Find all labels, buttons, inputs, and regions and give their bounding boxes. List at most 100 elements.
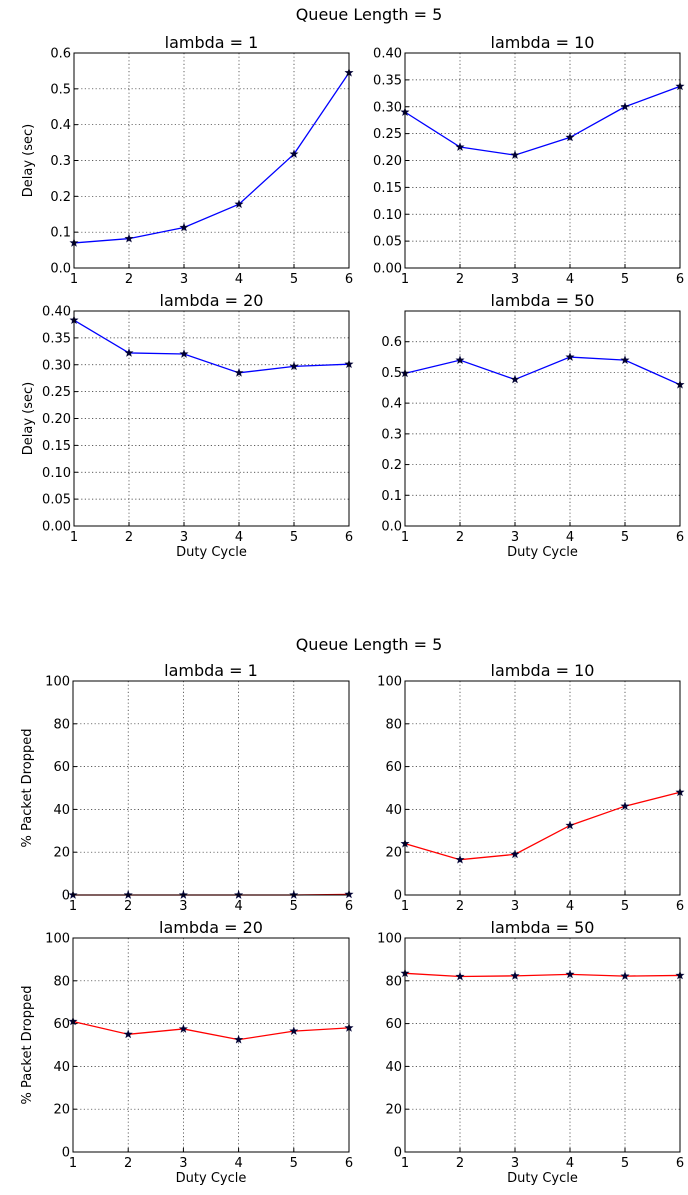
- x-tick-label: 3: [511, 530, 519, 545]
- data-point-marker: [233, 1034, 244, 1044]
- data-point-marker: [234, 367, 244, 377]
- data-point-marker: [510, 849, 520, 859]
- x-tick-label: 4: [566, 899, 574, 914]
- y-tick-label: 0.00: [42, 520, 71, 535]
- x-tick-label: 6: [345, 272, 353, 287]
- data-point-marker: [620, 355, 630, 365]
- figure-2-suptitle: Queue Length = 5: [296, 635, 443, 654]
- x-tick-label: 4: [566, 1156, 574, 1171]
- y-tick-label: 60: [385, 1017, 402, 1032]
- y-tick-label: 0.6: [381, 335, 402, 350]
- figure-1-suptitle: Queue Length = 5: [296, 5, 443, 24]
- y-tick-label: 0.2: [50, 190, 71, 205]
- y-tick-label: 0.15: [42, 439, 71, 454]
- panel-title: lambda = 20: [160, 291, 264, 310]
- y-tick-label: 0.15: [373, 181, 402, 196]
- x-tick-label: 6: [676, 530, 684, 545]
- data-point-marker: [455, 971, 465, 981]
- x-tick-label: 1: [70, 530, 78, 545]
- plot-frame: [73, 52, 350, 269]
- x-tick-label: 5: [290, 272, 298, 287]
- y-tick-label: 0.4: [50, 118, 71, 133]
- x-tick-label: 6: [345, 530, 353, 545]
- y-tick-label: 100: [377, 675, 402, 690]
- panel-title: lambda = 10: [491, 661, 595, 680]
- y-tick-label: 0.40: [373, 47, 402, 62]
- y-tick-label: 40: [385, 803, 402, 818]
- plot-frame: [404, 310, 681, 527]
- plot-frame: [404, 680, 681, 896]
- x-tick-label: 5: [621, 1156, 629, 1171]
- y-tick-label: 40: [53, 1060, 70, 1075]
- x-axis-label: Duty Cycle: [176, 545, 247, 560]
- x-tick-label: 1: [70, 272, 78, 287]
- series-line: [73, 319, 350, 374]
- chart-panel-1: 1 2 3 4 5 6 0.0 0.1 0.2 0.3 0.4 0.5 0.6 lambda = 1 Del…: [21, 33, 354, 287]
- data-point-marker: [510, 150, 520, 160]
- y-tick-label: 80: [385, 717, 402, 732]
- y-tick-label: 0: [394, 889, 402, 904]
- y-tick-label: 0.2: [381, 458, 402, 473]
- y-tick-label: 0.10: [42, 466, 71, 481]
- y-tick-label: 100: [377, 932, 402, 947]
- y-tick-label: 100: [45, 675, 70, 690]
- x-tick-label: 5: [621, 899, 629, 914]
- y-tick-label: 0.1: [381, 489, 402, 504]
- panel-title: lambda = 20: [159, 918, 263, 937]
- y-tick-label: 0.30: [373, 100, 402, 115]
- x-tick-label: 1: [401, 272, 409, 287]
- x-tick-label: 3: [179, 899, 187, 914]
- data-point-marker: [124, 348, 134, 357]
- data-point-marker: [565, 132, 575, 142]
- series-line: [404, 356, 681, 386]
- y-tick-label: 0.00: [373, 262, 402, 277]
- x-tick-label: 2: [125, 272, 133, 287]
- y-tick-label: 0.25: [373, 127, 402, 142]
- data-point-marker: [179, 222, 189, 232]
- x-tick-label: 5: [290, 530, 298, 545]
- y-axis-label: Delay (sec): [21, 382, 36, 455]
- x-axis-label: Duty Cycle: [176, 1171, 247, 1186]
- data-point-marker: [289, 149, 299, 158]
- x-tick-label: 4: [566, 272, 574, 287]
- data-point-marker: [620, 971, 630, 981]
- panel-title: lambda = 50: [491, 291, 595, 310]
- data-point-marker: [620, 101, 630, 111]
- x-tick-label: 6: [345, 899, 353, 914]
- y-tick-label: 0.20: [42, 412, 71, 427]
- y-tick-label: 20: [385, 846, 402, 861]
- y-tick-label: 0: [394, 1146, 402, 1161]
- y-tick-label: 20: [385, 1103, 402, 1118]
- y-tick-label: 0.35: [373, 73, 402, 88]
- x-tick-label: 4: [235, 530, 243, 545]
- y-tick-label: 20: [53, 1103, 70, 1118]
- y-tick-label: 0.6: [50, 47, 71, 62]
- x-tick-label: 2: [124, 1156, 132, 1171]
- chart-panel-2: 1 2 3 4 5 6 0.00 0.05 0.10 0.15 0.20 0.25 0.30 0.35 0.…: [373, 33, 685, 287]
- plot-frame: [73, 310, 350, 527]
- y-tick-label: 40: [385, 1060, 402, 1075]
- x-tick-label: 5: [621, 530, 629, 545]
- y-tick-label: 0.25: [42, 385, 71, 400]
- x-tick-label: 5: [290, 1156, 298, 1171]
- x-tick-label: 3: [180, 530, 188, 545]
- x-tick-label: 2: [456, 272, 464, 287]
- x-tick-label: 6: [676, 899, 684, 914]
- y-tick-label: 0.4: [381, 397, 402, 412]
- x-axis-label: Duty Cycle: [507, 545, 578, 560]
- y-tick-label: 80: [53, 717, 70, 732]
- data-point-marker: [124, 233, 134, 243]
- series-line: [404, 85, 681, 156]
- x-tick-label: 3: [511, 272, 519, 287]
- y-tick-label: 0.20: [373, 154, 402, 169]
- y-tick-label: 100: [45, 932, 70, 947]
- y-tick-label: 0: [62, 889, 70, 904]
- x-tick-label: 6: [676, 1156, 684, 1171]
- y-tick-label: 20: [53, 846, 70, 861]
- x-tick-label: 3: [180, 272, 188, 287]
- y-tick-label: 0.0: [50, 262, 71, 277]
